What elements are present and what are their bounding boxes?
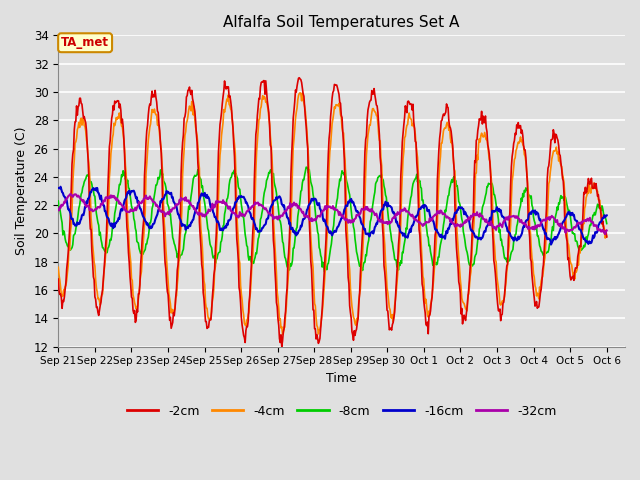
Text: TA_met: TA_met — [61, 36, 109, 49]
Title: Alfalfa Soil Temperatures Set A: Alfalfa Soil Temperatures Set A — [223, 15, 460, 30]
X-axis label: Time: Time — [326, 372, 357, 385]
Legend: -2cm, -4cm, -8cm, -16cm, -32cm: -2cm, -4cm, -8cm, -16cm, -32cm — [122, 400, 561, 423]
Y-axis label: Soil Temperature (C): Soil Temperature (C) — [15, 127, 28, 255]
